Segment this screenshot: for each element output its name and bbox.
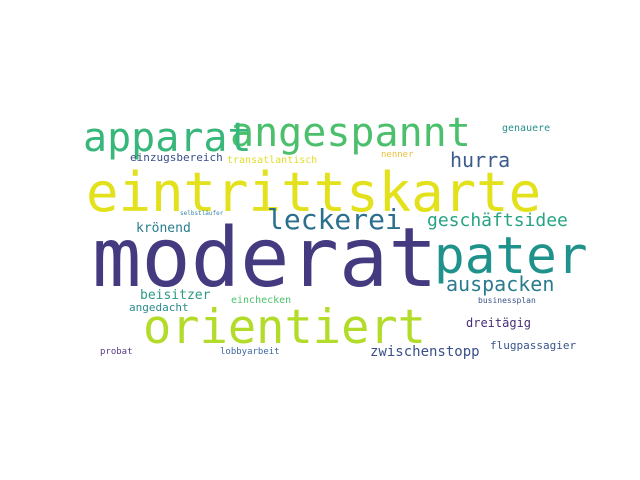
word-geschaeftsidee: geschäftsidee: [427, 210, 568, 231]
word-lobbyarbeit: lobbyarbeit: [220, 347, 280, 357]
word-angedacht: angedacht: [129, 301, 189, 314]
word-nenner: nenner: [381, 150, 414, 160]
word-einchecken: einchecken: [231, 295, 292, 306]
word-auspacken: auspacken: [446, 272, 555, 296]
word-flugpassagier: flugpassagier: [490, 339, 577, 352]
word-genauere: genauere: [502, 123, 551, 134]
word-businessplan: businessplan: [478, 296, 536, 305]
word-moderat: moderat: [92, 211, 438, 306]
word-transatlantisch: transatlantisch: [227, 155, 318, 166]
word-dreitaegig: dreitägig: [466, 316, 532, 330]
word-eintrittskarte: eintrittskarte: [86, 161, 542, 224]
word-apparat: apparat: [83, 115, 252, 161]
word-zwischenstopp: zwischenstopp: [370, 344, 480, 360]
word-kroenend: krönend: [136, 221, 191, 236]
word-angespannt: angespannt: [230, 110, 471, 156]
word-hurra: hurra: [450, 148, 511, 172]
word-leckerei: leckerei: [267, 203, 402, 236]
word-probat: probat: [100, 347, 133, 357]
word-einzugsbereich: einzugsbereich: [130, 151, 223, 164]
word-selbstlaeufer: selbstläufer: [180, 210, 224, 217]
word-orientiert: orientiert: [143, 300, 426, 355]
word-pater: pater: [434, 227, 588, 286]
word-beisitzer: beisitzer: [140, 288, 211, 303]
